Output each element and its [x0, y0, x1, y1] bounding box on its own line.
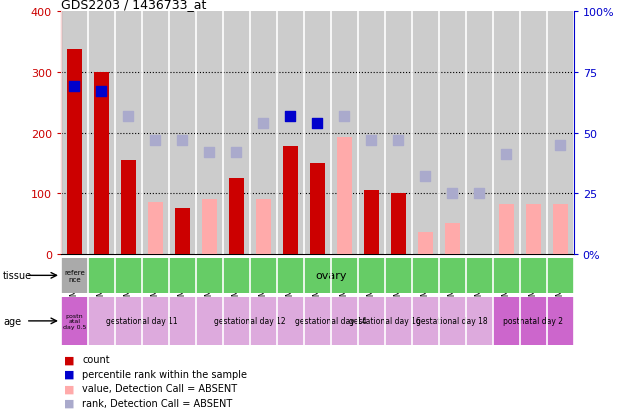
- Text: postnatal day 2: postnatal day 2: [503, 317, 563, 325]
- Text: gestational day 14: gestational day 14: [295, 317, 367, 325]
- Text: count: count: [82, 354, 110, 364]
- Point: [447, 190, 458, 197]
- Bar: [391, 194, 406, 254]
- Bar: [553, 204, 568, 254]
- Text: ovary: ovary: [315, 271, 347, 281]
- Text: ■: ■: [64, 398, 74, 408]
- Bar: [499, 204, 513, 254]
- Bar: [67, 50, 82, 254]
- Bar: [412, 297, 493, 345]
- Bar: [385, 12, 412, 254]
- Text: ■: ■: [64, 369, 74, 379]
- Bar: [142, 12, 169, 254]
- Bar: [331, 12, 358, 254]
- Bar: [196, 297, 304, 345]
- Bar: [358, 297, 412, 345]
- Bar: [148, 203, 163, 254]
- Bar: [175, 209, 190, 254]
- Bar: [493, 12, 520, 254]
- Text: ■: ■: [64, 354, 74, 364]
- Text: gestational day 11: gestational day 11: [106, 317, 178, 325]
- Bar: [310, 164, 325, 254]
- Bar: [493, 297, 574, 345]
- Bar: [121, 160, 136, 254]
- Bar: [304, 12, 331, 254]
- Bar: [337, 138, 352, 254]
- Point: [555, 142, 565, 149]
- Point: [123, 113, 133, 120]
- Point: [393, 137, 403, 144]
- Point: [366, 137, 376, 144]
- Text: postn
atal
day 0.5: postn atal day 0.5: [63, 313, 86, 330]
- Bar: [277, 12, 304, 254]
- Text: percentile rank within the sample: percentile rank within the sample: [82, 369, 247, 379]
- Text: GDS2203 / 1436733_at: GDS2203 / 1436733_at: [61, 0, 206, 11]
- Bar: [61, 258, 88, 293]
- Bar: [223, 12, 250, 254]
- Bar: [250, 12, 277, 254]
- Bar: [196, 12, 223, 254]
- Bar: [229, 178, 244, 254]
- Point: [474, 190, 485, 197]
- Bar: [304, 297, 358, 345]
- Text: gestational day 18: gestational day 18: [417, 317, 488, 325]
- Bar: [364, 190, 379, 254]
- Bar: [88, 12, 115, 254]
- Point: [96, 89, 106, 95]
- Point: [69, 84, 79, 90]
- Bar: [88, 297, 196, 345]
- Bar: [94, 73, 109, 254]
- Bar: [358, 12, 385, 254]
- Text: tissue: tissue: [3, 271, 32, 280]
- Bar: [115, 12, 142, 254]
- Bar: [61, 12, 88, 254]
- Text: rank, Detection Call = ABSENT: rank, Detection Call = ABSENT: [82, 398, 232, 408]
- Point: [420, 173, 430, 180]
- Bar: [526, 204, 540, 254]
- Point: [177, 137, 187, 144]
- Text: age: age: [3, 316, 21, 326]
- Point: [501, 152, 512, 158]
- Point: [204, 149, 215, 156]
- Bar: [520, 12, 547, 254]
- Bar: [256, 199, 271, 254]
- Bar: [466, 12, 493, 254]
- Point: [231, 149, 242, 156]
- Bar: [438, 12, 466, 254]
- Bar: [169, 12, 196, 254]
- Point: [339, 113, 349, 120]
- Bar: [283, 147, 297, 254]
- Bar: [445, 224, 460, 254]
- Point: [150, 137, 160, 144]
- Text: refere
nce: refere nce: [64, 269, 85, 282]
- Text: gestational day 12: gestational day 12: [214, 317, 286, 325]
- Point: [312, 120, 322, 127]
- Point: [258, 120, 269, 127]
- Bar: [202, 199, 217, 254]
- Point: [285, 113, 296, 120]
- Text: ■: ■: [64, 383, 74, 393]
- Bar: [412, 12, 438, 254]
- Bar: [61, 297, 88, 345]
- Text: value, Detection Call = ABSENT: value, Detection Call = ABSENT: [82, 383, 237, 393]
- Bar: [547, 12, 574, 254]
- Text: gestational day 16: gestational day 16: [349, 317, 420, 325]
- Bar: [418, 233, 433, 254]
